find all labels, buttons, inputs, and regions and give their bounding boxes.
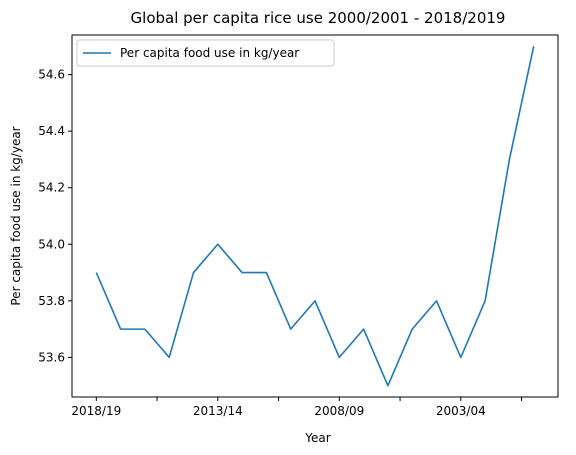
x-axis: 2018/19 2013/14 2008/09 2003/04 (71, 397, 521, 418)
legend-label: Per capita food use in kg/year (120, 46, 299, 60)
x-tick-label: 2008/09 (314, 404, 364, 418)
y-tick-label: 54.4 (38, 124, 65, 138)
y-tick-label: 53.6 (38, 350, 65, 364)
y-tick-label: 54.6 (38, 68, 65, 82)
y-tick-label: 54.0 (38, 237, 65, 251)
y-tick-label: 54.2 (38, 181, 65, 195)
x-tick-label: 2018/19 (71, 404, 121, 418)
x-tick-label: 2013/14 (193, 404, 243, 418)
y-tick-label: 53.8 (38, 294, 65, 308)
x-axis-label: Year (304, 431, 330, 445)
y-axis-label: Per capita food use in kg/year (9, 126, 23, 305)
legend: Per capita food use in kg/year (77, 40, 334, 66)
y-axis: 53.6 53.8 54.0 54.2 54.4 54.6 (38, 68, 72, 365)
chart-title: Global per capita rice use 2000/2001 - 2… (131, 9, 506, 27)
plot-area (72, 35, 558, 397)
x-tick-label: 2003/04 (436, 404, 486, 418)
